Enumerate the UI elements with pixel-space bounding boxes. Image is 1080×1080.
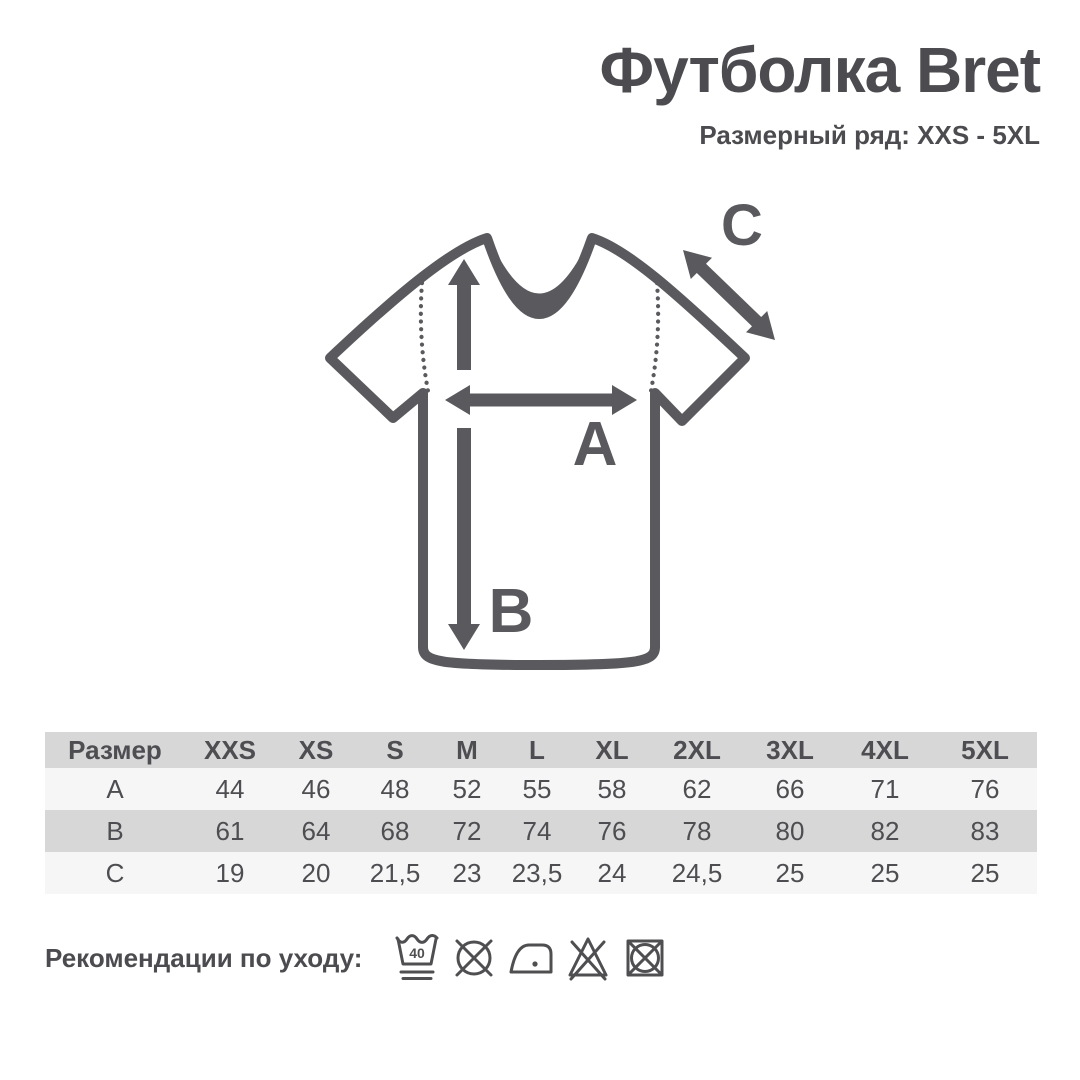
col-header-4xl: 4XL bbox=[837, 732, 933, 768]
table-row-b: B 61 64 68 72 74 76 78 80 82 83 bbox=[45, 810, 1037, 852]
cell-a-2xl: 62 bbox=[682, 773, 712, 804]
wash-40-icon: 40 bbox=[395, 934, 439, 980]
col-header-2xl: 2XL bbox=[651, 732, 743, 768]
col-header-s: S bbox=[357, 732, 433, 768]
cell-b-4xl: 82 bbox=[870, 815, 900, 846]
cell-c-xl: 24 bbox=[597, 857, 627, 888]
measure-label-c: C bbox=[721, 195, 763, 258]
cell-c-xs: 20 bbox=[301, 857, 331, 888]
left-armhole-seam bbox=[418, 280, 431, 394]
cell-a-5xl: 76 bbox=[970, 773, 1000, 804]
do-not-dry-clean-icon bbox=[455, 939, 493, 977]
cell-b-3xl: 80 bbox=[775, 815, 805, 846]
cell-b-5xl: 83 bbox=[970, 815, 1000, 846]
size-table-header-row: Размер XXS XS S M L XL 2XL 3XL 4XL 5XL bbox=[45, 732, 1037, 768]
col-header-3xl: 3XL bbox=[743, 732, 837, 768]
row-label-c: C bbox=[105, 857, 125, 888]
cell-b-m: 72 bbox=[452, 815, 482, 846]
table-row-a: A 44 46 48 52 55 58 62 66 71 76 bbox=[45, 768, 1037, 810]
cell-c-5xl: 25 bbox=[970, 857, 1000, 888]
cell-a-3xl: 66 bbox=[775, 773, 805, 804]
do-not-tumble-dry-icon bbox=[626, 939, 664, 977]
cell-c-2xl: 24,5 bbox=[671, 857, 723, 888]
col-header-l: L bbox=[501, 732, 573, 768]
col-header-5xl: 5XL bbox=[933, 732, 1037, 768]
arrow-b-lower bbox=[448, 428, 480, 650]
measure-label-b: B bbox=[489, 577, 534, 646]
size-table: Размер XXS XS S M L XL 2XL 3XL 4XL 5XL A… bbox=[45, 732, 1037, 894]
col-header-xl: XL bbox=[573, 732, 651, 768]
col-header-xxs: XXS bbox=[185, 732, 275, 768]
cell-a-xl: 58 bbox=[597, 773, 627, 804]
arrow-b-upper bbox=[448, 259, 480, 370]
row-label-b: B bbox=[106, 815, 124, 846]
care-label: Рекомендации по уходу: bbox=[45, 942, 363, 973]
cell-a-xs: 46 bbox=[301, 773, 331, 804]
right-armhole-seam bbox=[648, 280, 661, 394]
measure-label-a: A bbox=[573, 410, 618, 479]
cell-c-m: 23 bbox=[452, 857, 482, 888]
cell-c-l: 23,5 bbox=[511, 857, 563, 888]
col-header-m: M bbox=[433, 732, 501, 768]
cell-c-3xl: 25 bbox=[775, 857, 805, 888]
cell-a-m: 52 bbox=[452, 773, 482, 804]
do-not-bleach-icon bbox=[568, 937, 608, 981]
cell-c-s: 21,5 bbox=[369, 857, 421, 888]
col-header-xs: XS bbox=[275, 732, 357, 768]
product-title: Футболка Bret bbox=[599, 34, 1041, 106]
tshirt-diagram-svg: A B C bbox=[325, 193, 775, 670]
cell-b-xs: 64 bbox=[301, 815, 331, 846]
cell-b-2xl: 78 bbox=[682, 815, 712, 846]
cell-c-4xl: 25 bbox=[870, 857, 900, 888]
care-icons: 40 bbox=[394, 931, 668, 985]
size-range-subtitle: Размерный ряд: XXS - 5XL bbox=[699, 119, 1040, 150]
tshirt-measurement-diagram: A B C bbox=[300, 193, 800, 695]
cell-a-xxs: 44 bbox=[215, 773, 245, 804]
care-recommendations: Рекомендации по уходу: 40 bbox=[45, 928, 668, 988]
cell-c-xxs: 19 bbox=[215, 857, 245, 888]
iron-low-temp-icon bbox=[509, 943, 553, 974]
tshirt-collar bbox=[485, 236, 594, 316]
cell-a-l: 55 bbox=[522, 773, 552, 804]
row-label-a: A bbox=[106, 773, 124, 804]
cell-a-4xl: 71 bbox=[870, 773, 900, 804]
arrow-a bbox=[445, 385, 637, 415]
cell-b-xl: 76 bbox=[597, 815, 627, 846]
cell-b-l: 74 bbox=[522, 815, 552, 846]
wash-temp-label: 40 bbox=[410, 945, 426, 961]
cell-b-xxs: 61 bbox=[215, 815, 245, 846]
header: Футболка Bret Размерный ряд: XXS - 5XL bbox=[599, 34, 1041, 151]
table-row-c: C 19 20 21,5 23 23,5 24 24,5 25 25 25 bbox=[45, 852, 1037, 894]
col-header-size: Размер bbox=[45, 732, 185, 768]
cell-a-s: 48 bbox=[380, 773, 410, 804]
arrow-c bbox=[683, 250, 775, 340]
cell-b-s: 68 bbox=[380, 815, 410, 846]
